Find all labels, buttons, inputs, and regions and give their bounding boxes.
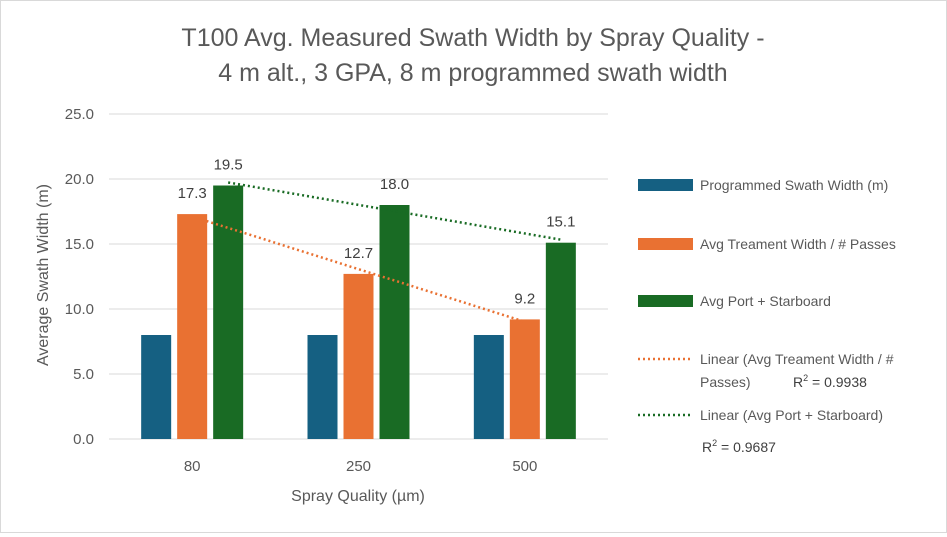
x-tick-label: 80	[184, 458, 201, 475]
chart-title-line-1: T100 Avg. Measured Swath Width by Spray …	[181, 24, 764, 52]
y-axis-ticks: 0.0 5.0 10.0 15.0 20.0 25.0	[65, 106, 94, 448]
x-axis-ticks: 80 250 500	[184, 458, 538, 475]
trendline	[227, 181, 562, 241]
bar	[509, 319, 540, 439]
data-label: 12.7	[344, 245, 373, 262]
legend-label-trend-port-starboard: Linear (Avg Port + Starboard)	[700, 407, 883, 423]
bars	[141, 185, 576, 439]
trendlines	[191, 181, 562, 323]
y-tick-label: 5.0	[73, 366, 94, 383]
bar	[545, 242, 576, 439]
bar	[177, 214, 208, 439]
data-label: 17.3	[178, 185, 207, 202]
y-tick-label: 15.0	[65, 236, 94, 253]
chart-title-line-2: 4 m alt., 3 GPA, 8 m programmed swath wi…	[218, 59, 727, 87]
data-labels: 17.3 12.7 9.2 19.5 18.0 15.1	[178, 157, 576, 308]
y-tick-label: 10.0	[65, 301, 94, 318]
legend-swatch-port-starboard	[638, 295, 693, 307]
legend-label-trend-treatment-1: Linear (Avg Treament Width / #	[700, 351, 894, 367]
r2-label-port-starboard: R2 = 0.9687	[702, 438, 776, 455]
x-tick-label: 250	[346, 458, 371, 475]
data-label: 18.0	[380, 176, 409, 193]
legend-swatch-treatment	[638, 238, 693, 250]
bar	[213, 185, 244, 439]
legend-label-port-starboard: Avg Port + Starboard	[700, 293, 831, 309]
bar	[141, 335, 172, 439]
data-label: 15.1	[546, 214, 575, 231]
legend: Programmed Swath Width (m) Avg Treament …	[638, 177, 896, 455]
y-tick-label: 0.0	[73, 431, 94, 448]
bar	[379, 205, 410, 439]
r2-label-treatment: R2 = 0.9938	[793, 373, 867, 390]
legend-swatch-programmed	[638, 179, 693, 191]
x-axis-title: Spray Quality (µm)	[291, 488, 425, 505]
data-label: 9.2	[514, 290, 535, 307]
trendline	[191, 215, 526, 323]
bar	[307, 335, 338, 439]
y-axis-title: Average Swath Width (m)	[35, 184, 52, 366]
legend-label-treatment: Avg Treament Width / # Passes	[700, 236, 896, 252]
legend-label-trend-treatment-2: Passes)	[700, 374, 751, 390]
data-label: 19.5	[214, 157, 243, 174]
y-tick-label: 20.0	[65, 171, 94, 188]
legend-label-programmed: Programmed Swath Width (m)	[700, 177, 888, 193]
x-tick-label: 500	[512, 458, 537, 475]
bar	[343, 273, 374, 439]
y-tick-label: 25.0	[65, 106, 94, 123]
bar	[473, 335, 504, 439]
